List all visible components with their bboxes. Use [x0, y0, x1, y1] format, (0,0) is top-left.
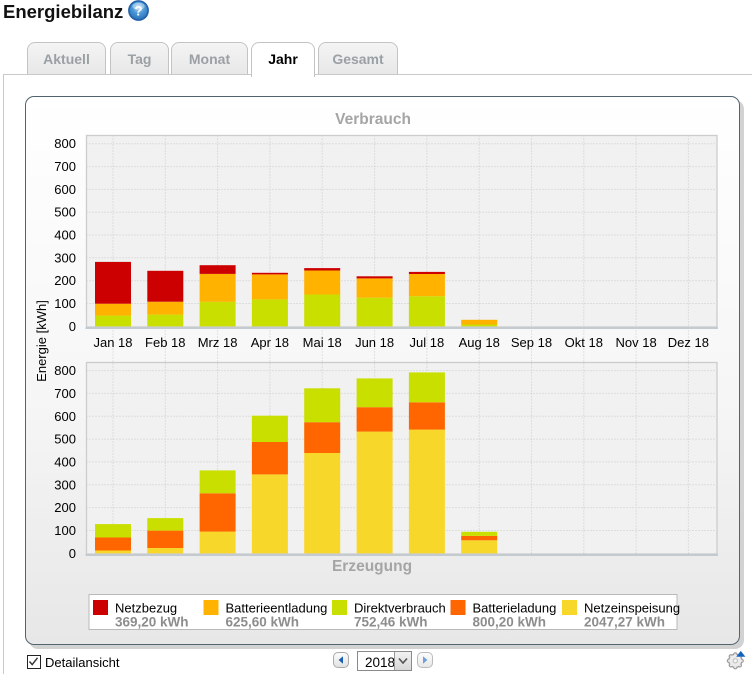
- svg-text:Jun 18: Jun 18: [355, 335, 394, 350]
- svg-text:100: 100: [54, 296, 76, 311]
- svg-text:200: 200: [54, 273, 76, 288]
- svg-text:Mrz 18: Mrz 18: [198, 335, 238, 350]
- svg-text:Okt 18: Okt 18: [565, 335, 603, 350]
- svg-text:752,46 kWh: 752,46 kWh: [354, 615, 428, 630]
- svg-text:Dez 18: Dez 18: [668, 335, 709, 350]
- svg-text:Jul 18: Jul 18: [410, 335, 445, 350]
- svg-text:200: 200: [54, 500, 76, 515]
- svg-text:600: 600: [54, 182, 76, 197]
- svg-text:Energie [kWh]: Energie [kWh]: [34, 300, 49, 382]
- svg-text:400: 400: [54, 228, 76, 243]
- svg-text:700: 700: [54, 386, 76, 401]
- svg-text:800: 800: [54, 136, 76, 151]
- svg-text:300: 300: [54, 250, 76, 265]
- svg-text:Netzeinspeisung: Netzeinspeisung: [584, 601, 680, 616]
- svg-text:300: 300: [54, 477, 76, 492]
- svg-text:0: 0: [69, 546, 76, 561]
- svg-text:Verbrauch: Verbrauch: [335, 111, 411, 128]
- svg-text:Direktverbrauch: Direktverbrauch: [354, 601, 446, 616]
- svg-text:2047,27 kWh: 2047,27 kWh: [584, 615, 665, 630]
- svg-text:500: 500: [54, 432, 76, 447]
- svg-text:100: 100: [54, 523, 76, 538]
- svg-text:800,20 kWh: 800,20 kWh: [473, 615, 547, 630]
- svg-text:500: 500: [54, 205, 76, 220]
- svg-text:Apr 18: Apr 18: [251, 335, 289, 350]
- svg-text:?: ?: [134, 3, 142, 18]
- svg-text:Jan 18: Jan 18: [93, 335, 132, 350]
- svg-text:Batterieladung: Batterieladung: [473, 601, 557, 616]
- svg-text:0: 0: [69, 319, 76, 334]
- svg-text:Erzeugung: Erzeugung: [332, 558, 412, 575]
- svg-text:Batterieentladung: Batterieentladung: [226, 601, 328, 616]
- svg-text:400: 400: [54, 454, 76, 469]
- svg-text:Aug 18: Aug 18: [459, 335, 500, 350]
- svg-text:800: 800: [54, 363, 76, 378]
- svg-text:700: 700: [54, 159, 76, 174]
- svg-text:Mai 18: Mai 18: [303, 335, 342, 350]
- svg-text:369,20 kWh: 369,20 kWh: [115, 615, 189, 630]
- svg-text:625,60 kWh: 625,60 kWh: [226, 615, 300, 630]
- svg-text:Sep 18: Sep 18: [511, 335, 552, 350]
- svg-text:600: 600: [54, 409, 76, 424]
- svg-text:Netzbezug: Netzbezug: [115, 601, 177, 616]
- svg-text:Nov 18: Nov 18: [615, 335, 656, 350]
- svg-text:Feb 18: Feb 18: [145, 335, 185, 350]
